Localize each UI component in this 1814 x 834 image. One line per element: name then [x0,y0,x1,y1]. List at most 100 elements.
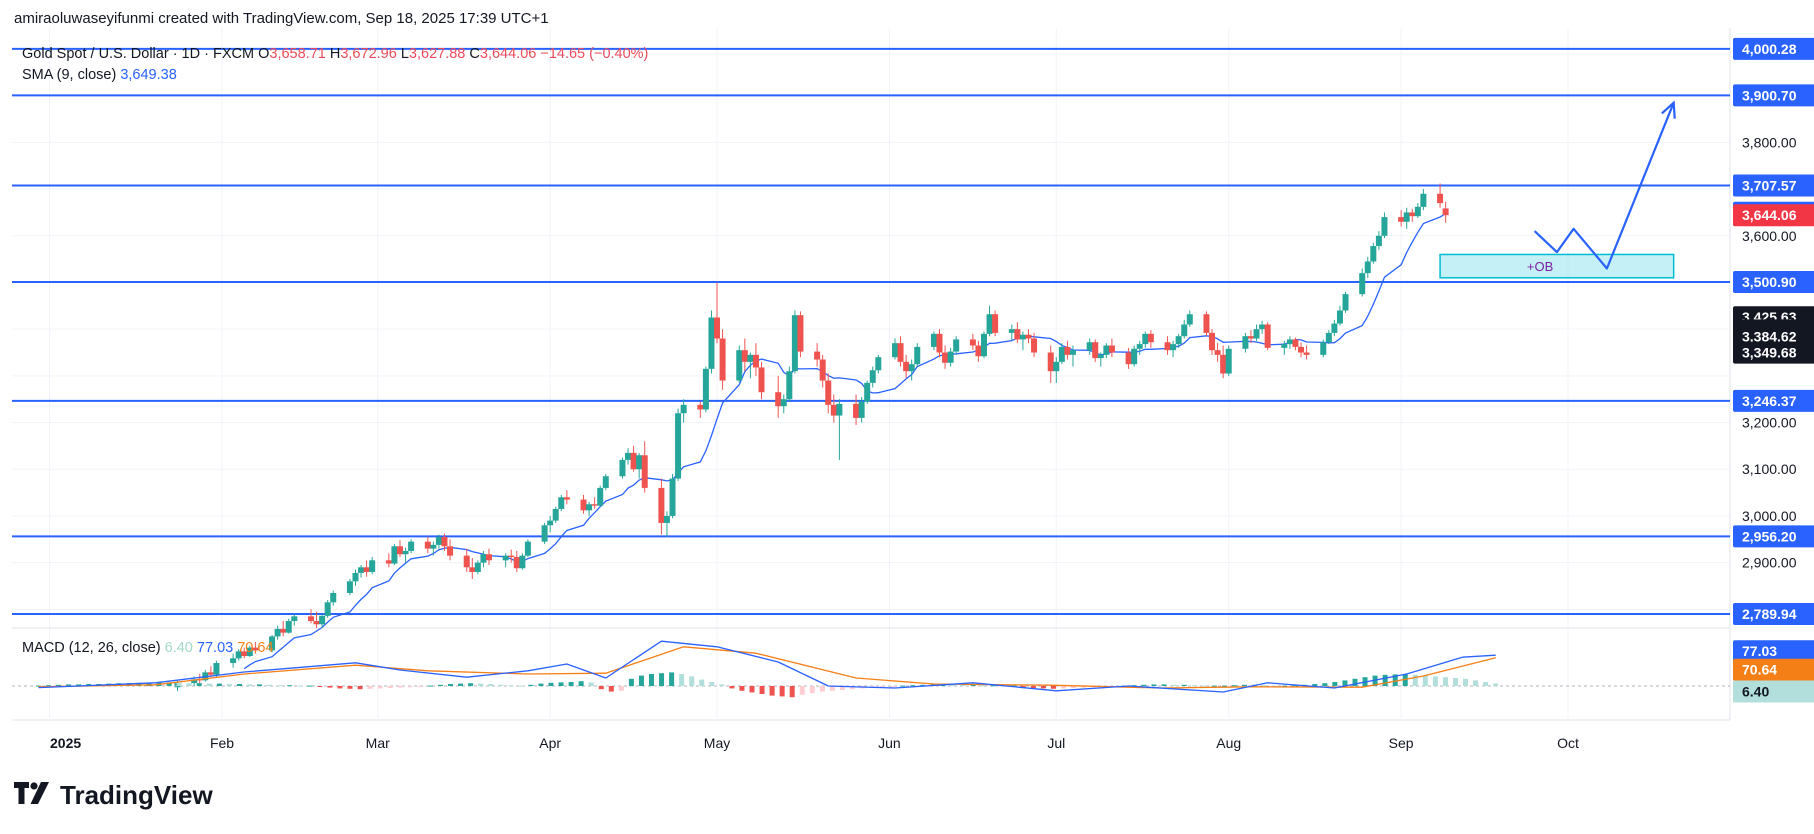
macd-histogram-bar [689,676,695,686]
macd-histogram-bar [277,685,283,687]
candle-body [280,628,287,633]
candle-body [741,350,748,362]
candle-body [1420,193,1427,207]
macd-histogram-bar [578,681,584,686]
macd-histogram-bar [950,684,956,686]
candle-body [319,615,326,625]
y-tick-label: 3,200.00 [1742,415,1797,431]
candle-body [241,651,248,657]
macd-histogram-bar [1040,686,1046,689]
macd-histogram-bar [799,686,805,695]
macd-histogram-bar [236,684,242,686]
macd-histogram-bar [327,686,333,688]
x-tick-label: Apr [539,735,561,751]
macd-histogram-bar [749,686,755,693]
macd-histogram-bar [880,686,886,688]
macd-histogram-bar [829,686,835,691]
candle-body [625,452,632,460]
candle-body [541,525,548,542]
candle-body [797,315,804,352]
candle-body [853,403,860,418]
macd-histogram-bar [528,684,534,686]
price-badge: 3,644.06 [1742,207,1797,223]
macd-histogram-bar [598,686,604,690]
candle-body [1136,344,1143,349]
candle-body [586,504,593,511]
candle-body [975,345,982,357]
open-value: 3,658.71 [269,46,326,62]
candle-body [1014,329,1021,340]
candle-body [358,567,365,573]
candle-body [246,647,253,657]
macd-histogram-bar [960,684,966,686]
macd-histogram-bar [448,684,454,686]
candle-body [391,546,398,564]
candle-body [658,487,665,523]
macd-histogram-bar [679,674,685,686]
candle-body [1320,342,1327,355]
macd-histogram-bar [468,683,474,686]
macd-histogram-bar [337,686,343,689]
candle-body [791,315,798,372]
macd-badge-bg [1733,640,1814,663]
candle-body [369,560,376,572]
macd-histogram-bar [699,679,705,686]
candle-body [630,452,637,470]
candle-body [1186,314,1193,325]
candle-body [1142,333,1149,345]
macd-label: MACD (12, 26, close) [22,640,161,656]
candle-body [580,499,587,511]
candle-body [508,555,515,558]
candle-body [836,403,843,416]
macd-histogram-bar [247,684,253,686]
candle-body [864,382,871,402]
macd-histogram-bar [618,686,624,691]
level-badge: 3,500.90 [1742,274,1797,290]
candle-body [330,592,337,603]
macd-histogram-bar [66,684,72,686]
price-badge-bg [1733,204,1814,227]
candle-body [463,555,470,568]
macd-histogram-bar [608,686,614,692]
macd-histogram-bar [548,682,554,686]
macd-histogram-bar [427,685,433,687]
macd-histogram-bar [1473,680,1479,686]
level-badge: 3,246.37 [1742,393,1797,409]
macd-histogram-bar [136,682,142,686]
candle-body [619,459,626,477]
candle-body [441,536,448,547]
macd-histogram-bar [437,684,443,686]
candle-body [825,380,832,405]
brand-name: TradingView [60,780,213,810]
level-badge-bg [1733,84,1814,107]
candle-body [591,504,598,506]
macd-histogram-bar [1483,682,1489,686]
macd-histogram-bar [1493,683,1499,686]
candle-body [563,497,570,500]
macd-histogram-bar [719,684,725,686]
macd-histogram-bar [789,686,795,698]
macd-histogram-bar [508,685,514,687]
candle-body [980,333,987,357]
macd-histogram-bar [980,685,986,687]
x-tick-label: Jul [1047,735,1065,751]
tradingview-brand[interactable]: TradingView [14,780,213,811]
candle-body [313,620,320,625]
candle-body [1092,342,1099,359]
macd-histogram-bar [890,686,896,687]
candle-body [897,343,904,362]
macd-badge: 77.03 [1742,643,1777,659]
candle-body [430,544,437,549]
order-block-zone: +OB [1439,253,1675,279]
macd-histogram-bar [186,683,192,686]
macd-histogram-bar [588,682,594,686]
macd-histogram-bar [1292,685,1298,687]
macd-histogram-bar [357,686,363,690]
y-tick-label: 3,600.00 [1742,228,1797,244]
candle-body [1225,348,1232,374]
candle-body [1409,212,1416,217]
candle-body [786,371,793,400]
macd-signal-value: 70.64 [237,640,274,656]
y-tick-label: 3,000.00 [1742,508,1797,524]
